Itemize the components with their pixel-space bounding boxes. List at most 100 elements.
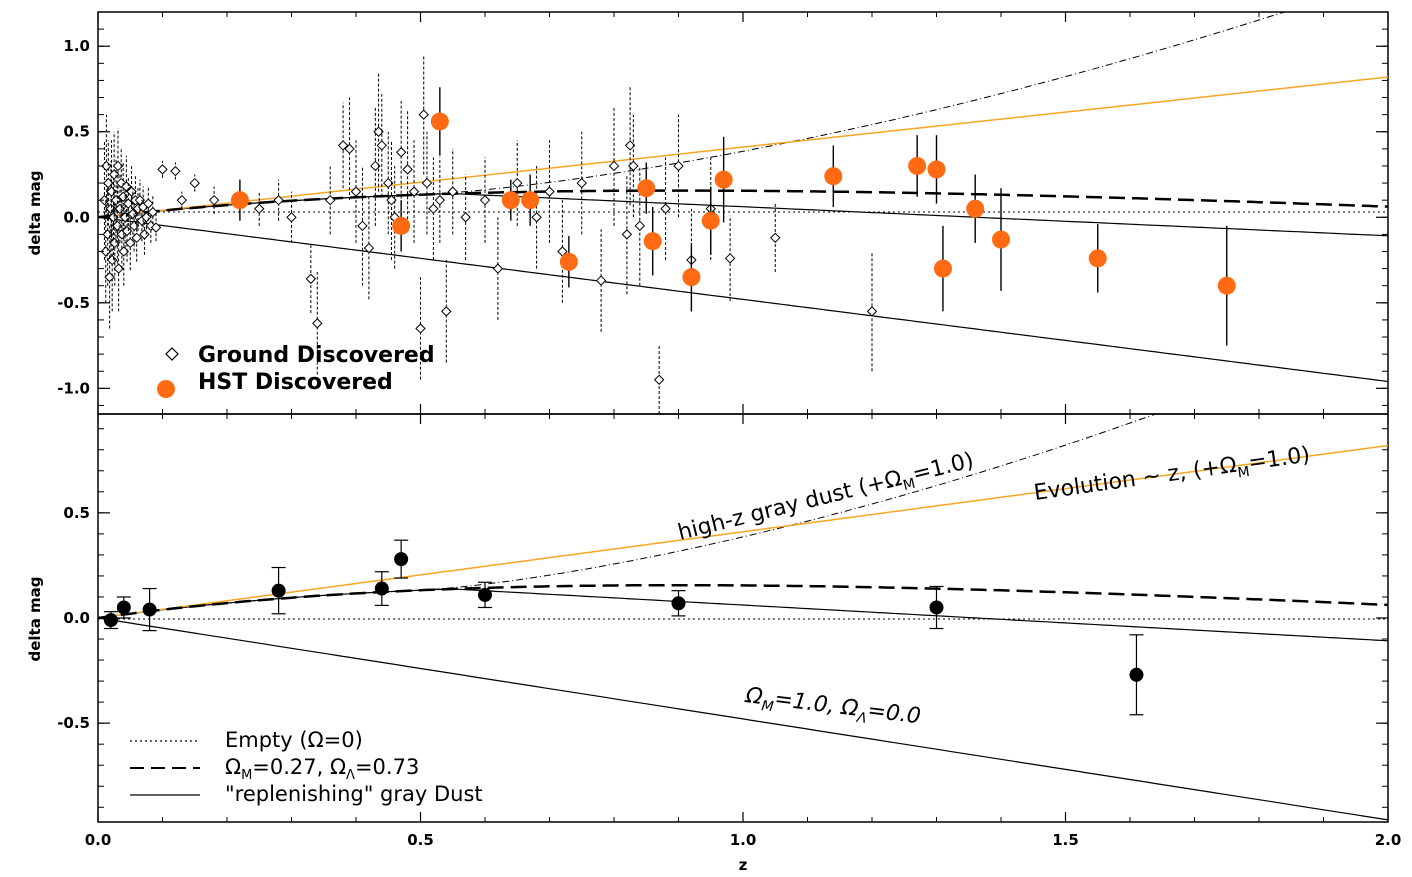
top-data-points bbox=[99, 54, 1236, 414]
bottom-lcdm-curve bbox=[97, 583, 1389, 620]
bottom-model-curves bbox=[97, 413, 1389, 821]
ground-point bbox=[273, 194, 284, 206]
ground-point bbox=[441, 306, 452, 317]
ground-point bbox=[104, 271, 115, 283]
ground-point bbox=[418, 109, 429, 120]
ground-point bbox=[189, 177, 200, 189]
bottom-legend: Empty (Ω=0) ΩM=0.27, ΩΛ=0.73 "replenishi… bbox=[130, 728, 483, 806]
hst-point bbox=[701, 211, 720, 230]
top-matter-only-curve bbox=[97, 216, 1389, 383]
ground-point bbox=[866, 306, 878, 317]
ground-point bbox=[112, 220, 123, 232]
binned-point bbox=[671, 596, 686, 611]
ground-point bbox=[125, 237, 136, 249]
hst-point bbox=[392, 216, 411, 235]
ground-point bbox=[383, 177, 394, 189]
ground-point bbox=[531, 212, 542, 223]
ground-point bbox=[408, 186, 420, 197]
ground-point bbox=[376, 140, 388, 151]
top-y-axis-title: delta mag bbox=[26, 170, 44, 255]
ground-point bbox=[157, 164, 168, 175]
hst-point bbox=[1088, 249, 1107, 268]
ground-point bbox=[673, 160, 684, 172]
hst-legend-marker bbox=[157, 380, 175, 398]
top-y-tick-label: 0.0 bbox=[63, 208, 90, 226]
ground-point bbox=[176, 194, 188, 206]
top-legend: Ground Discovered HST Discovered bbox=[157, 343, 435, 398]
ground-point bbox=[208, 194, 220, 206]
ground-point bbox=[150, 222, 162, 233]
ground-point bbox=[109, 237, 120, 249]
binned-point bbox=[1129, 667, 1144, 682]
ground-point bbox=[312, 318, 323, 329]
binned-point bbox=[394, 552, 409, 567]
ground-point bbox=[337, 140, 349, 151]
ground-point bbox=[134, 194, 146, 206]
hst-point bbox=[908, 156, 927, 175]
ground-point bbox=[350, 186, 362, 197]
ground-point bbox=[147, 206, 159, 218]
ground-point bbox=[131, 232, 142, 244]
top-high-z-dust-curve bbox=[97, 11, 1388, 218]
top-y-tick-label: -1.0 bbox=[57, 379, 90, 397]
ground-point bbox=[724, 253, 736, 264]
x-tick-label: 0.0 bbox=[85, 831, 112, 849]
hst-point bbox=[643, 232, 662, 251]
hst-point bbox=[966, 199, 985, 218]
hst-point bbox=[1217, 276, 1236, 295]
ground-point bbox=[415, 323, 426, 334]
ground-point bbox=[512, 177, 523, 189]
top-lcdm-curve bbox=[97, 189, 1389, 219]
x-tick-label: 1.0 bbox=[730, 831, 757, 849]
ground-point bbox=[434, 194, 446, 206]
ground-point bbox=[595, 275, 607, 286]
ground-point bbox=[170, 165, 181, 177]
ground-point bbox=[660, 203, 671, 214]
binned-point bbox=[374, 581, 389, 596]
ground-point bbox=[143, 198, 154, 209]
hst-point bbox=[992, 230, 1010, 249]
legend-lcdm-label: ΩM=0.27, ΩΛ=0.73 bbox=[225, 755, 419, 783]
bottom-y-axis-title: delta mag bbox=[26, 576, 44, 661]
ground-point bbox=[653, 374, 665, 385]
x-axis-title: z bbox=[739, 856, 748, 874]
ground-point bbox=[106, 254, 118, 266]
ground-point bbox=[770, 232, 781, 244]
top-y-tick-label: -0.5 bbox=[57, 294, 90, 312]
ground-point bbox=[254, 203, 265, 214]
ground-point bbox=[386, 194, 397, 206]
ground-point bbox=[402, 164, 413, 175]
x-tick-label: 0.5 bbox=[407, 831, 434, 849]
ground-point bbox=[492, 263, 504, 274]
binned-point bbox=[116, 600, 131, 615]
legend-dust-label: "replenishing" gray Dust bbox=[225, 782, 483, 806]
hst-point bbox=[682, 268, 701, 287]
binned-point bbox=[103, 613, 118, 628]
matter-only-annotation: ΩM=1.0, ΩΛ=0.0 bbox=[743, 683, 922, 733]
ground-point bbox=[628, 160, 639, 172]
ground-point bbox=[447, 186, 458, 197]
ground-point bbox=[624, 140, 636, 151]
top-y-tick-label: 0.5 bbox=[63, 123, 90, 141]
binned-point bbox=[478, 587, 492, 602]
ground-point bbox=[460, 212, 471, 223]
bottom-y-tick-label: 0.5 bbox=[63, 504, 90, 522]
hst-point bbox=[430, 112, 449, 131]
bottom-evolution-curve bbox=[97, 444, 1389, 619]
axis-ticks: 0.0 0.5 1.0 1.5 2.0 1.0 0.5 0.0 -0.5 -1.0 0.5 0.0 -0… bbox=[57, 12, 1401, 849]
binned-point bbox=[929, 600, 944, 615]
x-tick-label: 2.0 bbox=[1375, 831, 1402, 849]
top-model-curves bbox=[97, 11, 1389, 383]
hst-point bbox=[933, 259, 952, 278]
ground-point bbox=[363, 242, 375, 254]
ground-point bbox=[634, 220, 646, 232]
hst-point bbox=[927, 160, 946, 179]
legend-empty-label: Empty (Ω=0) bbox=[225, 728, 363, 752]
top-evolution-curve bbox=[97, 76, 1389, 219]
bottom-y-tick-label: 0.0 bbox=[63, 609, 90, 627]
ground-legend-label: Ground Discovered bbox=[198, 343, 435, 368]
ground-point bbox=[357, 220, 368, 232]
ground-point bbox=[608, 160, 620, 172]
top-y-tick-label: 1.0 bbox=[63, 37, 90, 55]
